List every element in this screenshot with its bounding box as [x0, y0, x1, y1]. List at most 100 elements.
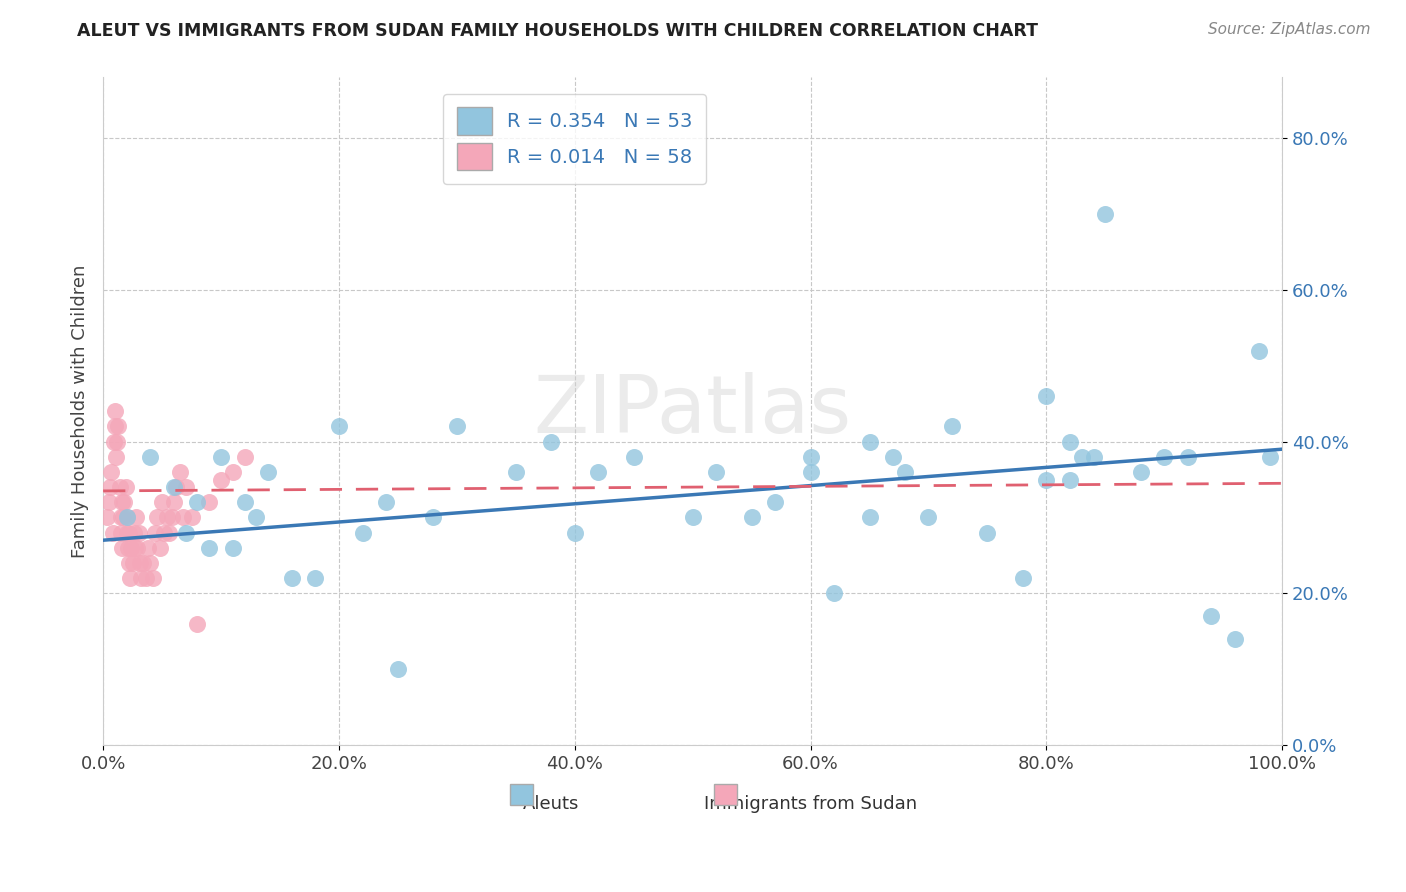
- Point: [120, 541, 142, 555]
- Point: [800, 450, 823, 464]
- Point: [101, 525, 124, 540]
- Point: [823, 586, 845, 600]
- Point: [233, 495, 256, 509]
- Point: [125, 510, 148, 524]
- Point: [233, 450, 256, 464]
- Point: [328, 419, 350, 434]
- Point: [1153, 450, 1175, 464]
- Point: [1070, 450, 1092, 464]
- Point: [104, 404, 127, 418]
- Point: [98, 480, 121, 494]
- Point: [941, 419, 963, 434]
- Point: [139, 556, 162, 570]
- Point: [800, 465, 823, 479]
- Point: [160, 510, 183, 524]
- Point: [198, 495, 221, 509]
- Point: [111, 541, 134, 555]
- Point: [257, 465, 280, 479]
- Point: [1094, 207, 1116, 221]
- Text: ZIPatlas: ZIPatlas: [534, 372, 852, 450]
- Point: [1177, 450, 1199, 464]
- Point: [540, 434, 562, 449]
- Point: [245, 510, 267, 524]
- Text: Immigrants from Sudan: Immigrants from Sudan: [704, 795, 917, 814]
- Point: [387, 662, 409, 676]
- Point: [858, 510, 880, 524]
- Point: [174, 480, 197, 494]
- Point: [1223, 632, 1246, 646]
- Point: [115, 525, 138, 540]
- Point: [121, 556, 143, 570]
- Bar: [510, 784, 533, 805]
- Point: [186, 495, 208, 509]
- Point: [122, 525, 145, 540]
- Point: [222, 541, 245, 555]
- Point: [1035, 389, 1057, 403]
- Point: [165, 480, 187, 494]
- Point: [111, 495, 134, 509]
- Point: [157, 525, 180, 540]
- Point: [304, 571, 326, 585]
- Point: [118, 525, 141, 540]
- Point: [1035, 473, 1057, 487]
- Point: [281, 571, 304, 585]
- Text: ALEUT VS IMMIGRANTS FROM SUDAN FAMILY HOUSEHOLDS WITH CHILDREN CORRELATION CHART: ALEUT VS IMMIGRANTS FROM SUDAN FAMILY HO…: [77, 22, 1038, 40]
- Point: [127, 541, 149, 555]
- Point: [103, 434, 125, 449]
- Point: [163, 495, 186, 509]
- Text: Source: ZipAtlas.com: Source: ZipAtlas.com: [1208, 22, 1371, 37]
- Point: [142, 571, 165, 585]
- Point: [107, 419, 129, 434]
- Point: [186, 616, 208, 631]
- Point: [882, 450, 904, 464]
- Point: [1247, 343, 1270, 358]
- Point: [180, 510, 202, 524]
- Point: [118, 556, 141, 570]
- Point: [149, 541, 172, 555]
- Y-axis label: Family Households with Children: Family Households with Children: [72, 265, 89, 558]
- Point: [112, 510, 135, 524]
- Point: [505, 465, 527, 479]
- Point: [741, 510, 763, 524]
- Point: [375, 495, 398, 509]
- Point: [139, 450, 162, 464]
- Point: [1129, 465, 1152, 479]
- Point: [124, 541, 146, 555]
- Point: [120, 571, 142, 585]
- Point: [135, 571, 157, 585]
- Point: [136, 541, 159, 555]
- Point: [104, 419, 127, 434]
- Point: [682, 510, 704, 524]
- Point: [110, 510, 132, 524]
- Point: [222, 465, 245, 479]
- Point: [115, 510, 138, 524]
- Point: [209, 450, 232, 464]
- Point: [132, 556, 155, 570]
- Point: [150, 495, 173, 509]
- Point: [917, 510, 939, 524]
- Point: [156, 510, 179, 524]
- Point: [623, 450, 645, 464]
- Point: [1201, 609, 1223, 624]
- Point: [172, 510, 194, 524]
- Point: [588, 465, 610, 479]
- Point: [1011, 571, 1033, 585]
- Point: [858, 434, 880, 449]
- Point: [564, 525, 586, 540]
- Point: [446, 419, 468, 434]
- Point: [98, 495, 121, 509]
- Point: [114, 480, 136, 494]
- Point: [169, 465, 191, 479]
- Point: [153, 525, 176, 540]
- Point: [146, 510, 169, 524]
- Point: [198, 541, 221, 555]
- Point: [352, 525, 374, 540]
- Point: [1260, 450, 1282, 464]
- Point: [129, 571, 152, 585]
- Legend: R = 0.354   N = 53, R = 0.014   N = 58: R = 0.354 N = 53, R = 0.014 N = 58: [443, 94, 706, 184]
- Point: [1083, 450, 1105, 464]
- Bar: [714, 784, 738, 805]
- Point: [174, 525, 197, 540]
- Point: [704, 465, 727, 479]
- Point: [108, 480, 131, 494]
